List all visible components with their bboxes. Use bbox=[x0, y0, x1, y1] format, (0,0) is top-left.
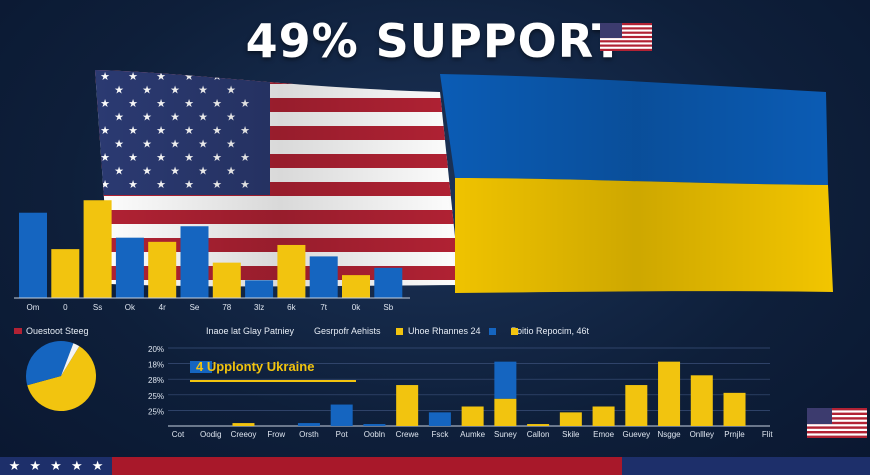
bar-0-9 bbox=[461, 406, 484, 426]
star-icon: ★ bbox=[50, 458, 62, 473]
x-tick-label: 0 bbox=[63, 303, 68, 312]
x-tick-label: Suney bbox=[494, 430, 517, 439]
line-label: 4 Upplonty Ukraine bbox=[190, 359, 356, 382]
star-icon: ★ bbox=[70, 458, 83, 473]
legend-label-2: Gesrpofr Aehists bbox=[314, 326, 381, 336]
bar-0-7 bbox=[396, 385, 419, 426]
bar-9 bbox=[309, 256, 338, 298]
bar-1 bbox=[51, 249, 80, 298]
x-tick-label: 78 bbox=[222, 303, 231, 312]
legend-label-1: Inaoe lat Glay Patniey bbox=[206, 326, 295, 336]
x-tick-label: Prnjle bbox=[724, 430, 745, 439]
x-tick-label: Cot bbox=[172, 430, 185, 439]
x-tick-label: Skile bbox=[562, 430, 580, 439]
bar-0-17 bbox=[723, 392, 746, 426]
x-tick-label: Oodig bbox=[200, 430, 221, 439]
x-tick-label: Ok bbox=[125, 303, 136, 312]
bar-1-4 bbox=[297, 423, 320, 426]
x-tick-label: 0k bbox=[352, 303, 361, 312]
x-tick-label: 4r bbox=[159, 303, 166, 312]
x-tick-label: Aumke bbox=[460, 430, 485, 439]
pie-legend: Ouestoot Steeg bbox=[14, 326, 89, 336]
y-tick-label: 25% bbox=[148, 392, 164, 401]
x-tick-label: Callon bbox=[527, 430, 550, 439]
bottom-stars: ★ ★ ★ ★ ★ bbox=[0, 457, 112, 475]
us-flag-icon-top bbox=[600, 23, 652, 51]
bar-1-5 bbox=[330, 404, 353, 426]
x-tick-label: Sb bbox=[383, 303, 393, 312]
bar-3 bbox=[115, 237, 144, 298]
bar-4 bbox=[148, 241, 177, 298]
bar-0-11 bbox=[527, 424, 550, 426]
pie-legend-label: Ouestoot Steeg bbox=[26, 326, 89, 336]
y-tick-label: 25% bbox=[148, 407, 164, 416]
star-icon: ★ bbox=[91, 458, 104, 473]
bar-0-13 bbox=[592, 406, 615, 426]
legend-swatch-yellow bbox=[396, 328, 403, 335]
bar-11 bbox=[374, 267, 403, 298]
bottom-strip-navy bbox=[622, 457, 870, 475]
pie-slice-2 bbox=[61, 343, 80, 376]
legend-swatch-yellow-2 bbox=[511, 328, 518, 335]
x-tick-label: Onllley bbox=[690, 430, 714, 439]
bar-0-14 bbox=[625, 385, 648, 426]
headline-title: 49% SUPPORT bbox=[245, 14, 625, 68]
x-tick-label: Flit bbox=[762, 430, 773, 439]
x-tick-label: Ss bbox=[93, 303, 102, 312]
bar-chart-left: Om 0 Ss Ok 4r Se 78 3lz 6k 7t 0k Sb bbox=[19, 200, 403, 312]
line-label-swatch bbox=[190, 361, 212, 373]
bar-0-2 bbox=[232, 423, 255, 426]
bottom-strip: ★ ★ ★ ★ ★ bbox=[0, 457, 870, 475]
pie-legend-swatch bbox=[14, 328, 22, 334]
x-tick-label: Oobln bbox=[364, 430, 385, 439]
bar-1-8 bbox=[428, 412, 451, 426]
y-tick-label: 20% bbox=[148, 345, 164, 354]
x-tick-label: Creeoy bbox=[231, 430, 257, 439]
legend-label-4: Poitio Repocim, 46t bbox=[511, 326, 590, 336]
bar-2 bbox=[83, 200, 112, 298]
pie-slice-0 bbox=[27, 346, 97, 411]
bar-0-10 bbox=[494, 398, 517, 426]
bar-8 bbox=[277, 244, 306, 298]
pie-chart bbox=[26, 341, 97, 411]
x-tick-label: 3lz bbox=[254, 303, 264, 312]
bar-5 bbox=[180, 226, 209, 298]
x-tick-label: 6k bbox=[287, 303, 296, 312]
x-tick-label: Nsgge bbox=[657, 430, 681, 439]
x-tick-label: Crewe bbox=[396, 430, 420, 439]
bar-0 bbox=[19, 212, 47, 298]
us-flag-icon-bottom-right bbox=[807, 408, 867, 438]
x-tick-label: Om bbox=[27, 303, 40, 312]
y-tick-label: 18% bbox=[148, 361, 164, 370]
bar-0-12 bbox=[559, 412, 582, 426]
line-label-text: 4 Upplonty Ukraine bbox=[196, 359, 314, 374]
bottom-chart-legend: Inaoe lat Glay Patniey Gesrpofr Aehists … bbox=[206, 326, 590, 336]
x-tick-label: Frow bbox=[267, 430, 285, 439]
x-tick-label: Orsth bbox=[299, 430, 319, 439]
star-icon: ★ bbox=[8, 458, 21, 473]
bar-0-15 bbox=[658, 361, 681, 426]
x-tick-label: Fsck bbox=[431, 430, 449, 439]
pie-slice-1 bbox=[26, 341, 74, 386]
star-icon: ★ bbox=[29, 458, 42, 473]
x-tick-label: Pot bbox=[336, 430, 349, 439]
legend-swatch-blue bbox=[489, 328, 496, 335]
bar-1-6 bbox=[363, 424, 386, 426]
bar-6 bbox=[212, 262, 241, 298]
bar-0-16 bbox=[690, 375, 713, 426]
x-tick-label: Guevey bbox=[623, 430, 651, 439]
bar-1-10 bbox=[494, 361, 517, 399]
y-tick-label: 28% bbox=[148, 376, 164, 385]
x-tick-label: Emoe bbox=[593, 430, 614, 439]
bottom-strip-red bbox=[112, 457, 622, 475]
x-tick-label: Se bbox=[190, 303, 200, 312]
ukraine-flag-image bbox=[440, 74, 833, 293]
bar-10 bbox=[342, 275, 370, 298]
bar-7 bbox=[245, 280, 274, 298]
x-tick-label: 7t bbox=[320, 303, 327, 312]
bar-chart-bottom: Cot Oodig Creeoy Frow Orsth Pot Oobln Crewe Fsck… bbox=[172, 361, 773, 439]
bottom-chart-y-ticks: 20% 18% 28% 25% 25% bbox=[148, 345, 164, 416]
legend-label-3: Uhoe Rhannes 24 bbox=[408, 326, 481, 336]
